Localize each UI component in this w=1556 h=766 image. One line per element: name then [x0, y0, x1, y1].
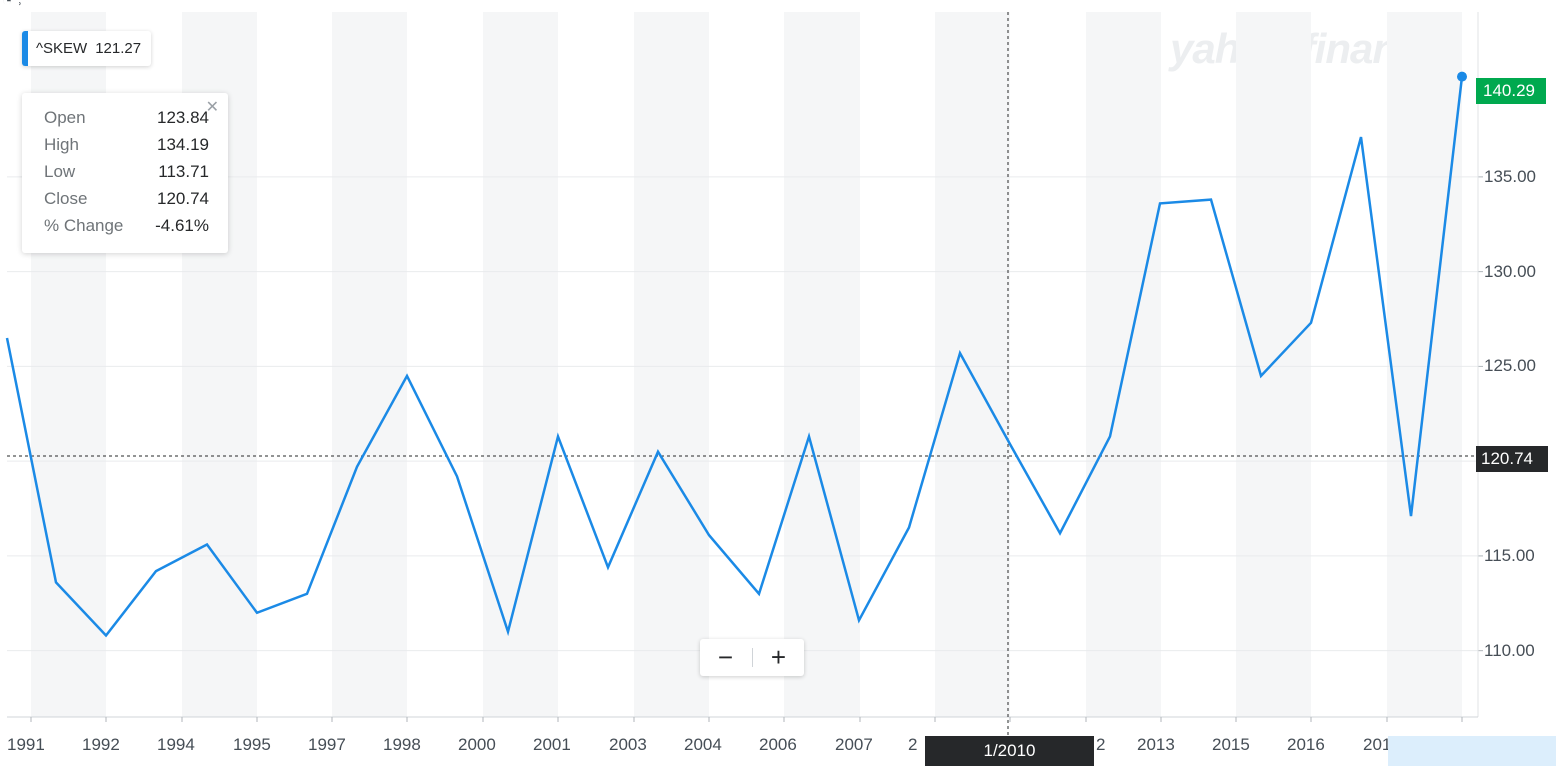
zoom-in-button[interactable]: +	[770, 642, 787, 672]
zoom-control[interactable]: − +	[700, 639, 804, 676]
x-tick-label: 2007	[835, 735, 873, 754]
crosshair-price-badge: 120.74	[1476, 446, 1548, 472]
high-value: 134.19	[157, 135, 209, 154]
x-tick-label: 2006	[759, 735, 797, 754]
y-tick-label: 135.00	[1484, 166, 1536, 186]
x-tick-label: 1997	[308, 735, 346, 754]
tooltip-row-change: % Change -4.61%	[44, 216, 209, 238]
x-tick-label: 2	[1096, 735, 1106, 754]
close-label: Close	[44, 189, 88, 208]
change-value: -4.61%	[155, 216, 209, 235]
x-tick-label: 1995	[233, 735, 271, 754]
x-tick-label: 2	[908, 735, 918, 754]
x-tick-label: 2013	[1137, 735, 1175, 754]
x-tick-label: 2000	[458, 735, 496, 754]
x-tick-label: 1992	[82, 735, 120, 754]
tooltip-row-close: Close 120.74	[44, 189, 209, 211]
zoom-divider	[752, 648, 753, 667]
ticker-legend[interactable]: ^SKEW 121.27	[22, 31, 152, 66]
ticker-value: 121.27	[95, 40, 142, 57]
year-band	[1236, 12, 1311, 717]
axis-hover-highlight	[1388, 736, 1556, 766]
tooltip-row-open: Open 123.84	[44, 108, 209, 130]
cropped-header-strip: ◔ ˒	[0, 0, 1556, 12]
series-line	[5, 76, 1464, 638]
cropped-header-text: ◔ ˒	[2, 0, 23, 10]
year-band	[1387, 12, 1462, 717]
year-band	[634, 12, 709, 717]
tooltip-row-high: High 134.19	[44, 135, 209, 157]
ohlc-tooltip: ✕ Open 123.84 High 134.19 Low 113.71 Clo…	[22, 93, 228, 253]
x-tick-label: 2015	[1212, 735, 1250, 754]
close-value: 120.74	[157, 189, 209, 208]
low-label: Low	[44, 162, 76, 181]
year-band	[784, 12, 860, 717]
year-band	[332, 12, 407, 717]
x-tick-label: 1994	[157, 735, 195, 754]
zoom-out-button[interactable]: −	[717, 642, 734, 672]
last-point-marker	[1457, 71, 1467, 82]
open-label: Open	[44, 108, 86, 127]
x-tick-label: 2016	[1287, 735, 1325, 754]
series-color-swatch	[22, 31, 28, 66]
low-value: 113.71	[158, 162, 209, 181]
x-tick-label: 1998	[383, 735, 421, 754]
y-tick-label: 130.00	[1484, 261, 1536, 281]
x-tick-label: 2003	[609, 735, 647, 754]
x-tick-label: 2004	[684, 735, 722, 754]
x-tick-label: 1991	[7, 735, 45, 754]
year-band	[1086, 12, 1161, 717]
close-icon[interactable]: ✕	[205, 99, 219, 116]
tooltip-row-low: Low 113.71	[44, 162, 209, 184]
year-band	[935, 12, 1010, 717]
x-tick-label: 2001	[533, 735, 571, 754]
crosshair-date-badge: 1/2010	[925, 736, 1094, 766]
y-tick-label: 115.00	[1484, 545, 1535, 565]
y-tick-label: 125.00	[1484, 356, 1536, 376]
open-value: 123.84	[157, 108, 209, 127]
high-label: High	[44, 135, 79, 154]
y-tick-label: 110.00	[1484, 640, 1535, 660]
ticker-symbol: ^SKEW	[36, 40, 88, 57]
last-price-badge: 140.29	[1476, 78, 1546, 104]
change-label: % Change	[44, 216, 124, 235]
year-band	[483, 12, 558, 717]
